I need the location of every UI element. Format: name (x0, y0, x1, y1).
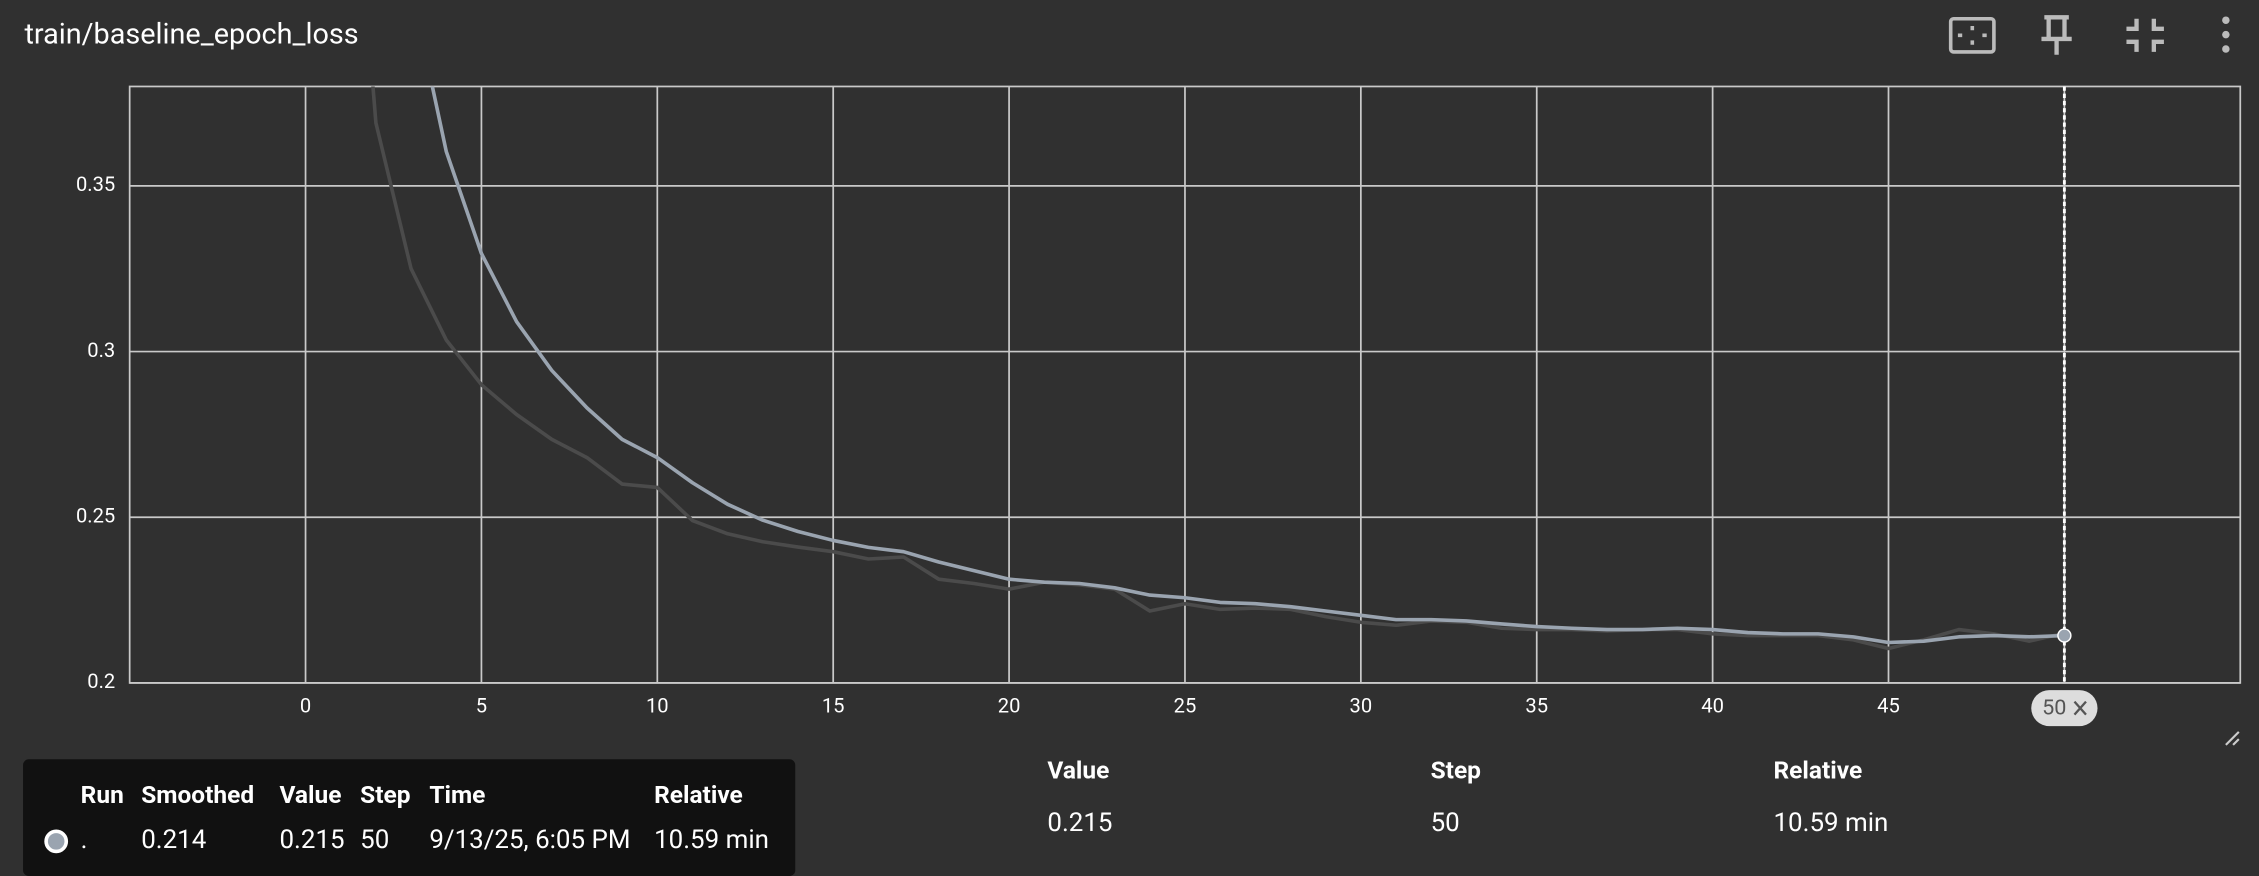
tooltip-header: Run (81, 780, 124, 809)
x-tick-label: 45 (1877, 694, 1900, 718)
x-tick-label: 5 (476, 694, 487, 718)
plot-frame (128, 85, 2242, 684)
series-line (430, 86, 2065, 645)
table-cell: 0.215 (1047, 808, 1112, 838)
tooltip-box (23, 759, 796, 876)
table-cell: 50 (1431, 808, 1460, 838)
x-tick-label: 20 (998, 694, 1021, 718)
tooltip-header: Relative (654, 780, 743, 809)
cursor-close (2073, 700, 2087, 716)
y-tick-label: 0.3 (87, 338, 115, 362)
tooltip-cell: 9/13/25, 6:05 PM (429, 825, 630, 855)
x-tick-label: 30 (1350, 694, 1373, 718)
x-tick-label: 15 (822, 694, 845, 718)
tooltip-cell: . (81, 825, 88, 855)
x-tick-label: 40 (1701, 694, 1724, 718)
pin-icon[interactable] (2041, 15, 2072, 55)
tooltip-cell: 0.214 (141, 825, 206, 855)
table-header: Value (1047, 756, 1109, 785)
lines (371, 86, 2065, 651)
tooltip-header: Step (360, 780, 410, 809)
series-line (371, 86, 2065, 651)
x-tick-label: 35 (1525, 694, 1548, 718)
y-tick-label: 0.35 (76, 172, 115, 196)
tooltip-cell: 10.59 min (654, 825, 769, 855)
tooltip-header: Smoothed (141, 780, 254, 809)
fit-icon[interactable] (1948, 16, 1996, 54)
card-title: train/baseline_epoch_loss (24, 18, 358, 52)
x-tick-label: 25 (1174, 694, 1197, 718)
tooltip-cell: 0.215 (279, 825, 344, 855)
cursor-point (2057, 628, 2072, 643)
cursor-label: 50 (2042, 696, 2066, 721)
table-header: Relative (1773, 756, 1862, 785)
x-tick-label: 10 (646, 694, 669, 718)
grid: 0.2 0.25 0.3 0.35 0 5 10 15 20 25 30 35 40 45 50 (76, 86, 2241, 718)
y-tick-label: 0.2 (87, 669, 115, 693)
run-swatch (44, 829, 69, 854)
table-header: Step (1431, 756, 1481, 785)
y-tick-label: 0.25 (76, 504, 115, 528)
tooltip-header: Time (429, 780, 485, 809)
cursor-badge (2031, 690, 2098, 727)
cursor: 50 (2031, 86, 2098, 727)
table-cell: 10.59 min (1773, 808, 1888, 838)
menu-icon[interactable] (2222, 16, 2230, 53)
x-tick-label: 0 (300, 694, 311, 718)
collapse-icon[interactable] (2126, 18, 2164, 52)
tooltip-cell: 50 (360, 825, 389, 855)
tooltip: Run Smoothed Value Step Time Relative . … (23, 759, 796, 876)
tooltip-header: Value (279, 780, 341, 809)
resize-handle[interactable] (2225, 731, 2240, 746)
